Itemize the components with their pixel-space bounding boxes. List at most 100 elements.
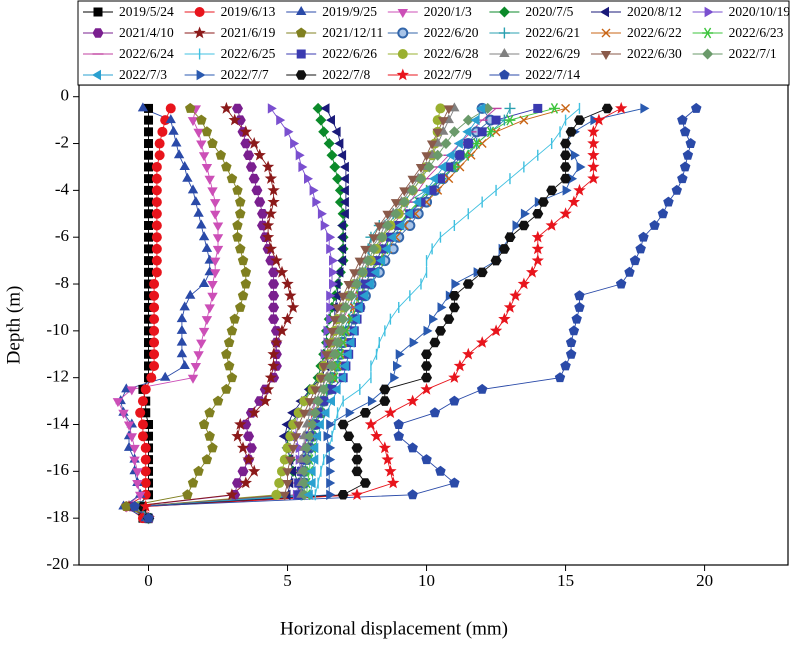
legend-marker bbox=[296, 27, 307, 38]
marker bbox=[587, 137, 600, 149]
marker bbox=[245, 443, 257, 453]
legend-marker bbox=[600, 51, 612, 60]
marker bbox=[226, 173, 238, 184]
marker bbox=[129, 444, 140, 454]
legend-marker bbox=[196, 69, 206, 81]
marker bbox=[179, 360, 190, 369]
marker bbox=[201, 242, 213, 252]
x-tick-label: 10 bbox=[418, 571, 435, 590]
marker bbox=[144, 291, 154, 301]
marker bbox=[193, 465, 204, 476]
marker bbox=[421, 349, 432, 359]
legend-marker bbox=[702, 27, 714, 39]
marker bbox=[406, 394, 419, 407]
marker bbox=[504, 114, 516, 126]
marker bbox=[276, 114, 286, 126]
marker bbox=[301, 442, 313, 454]
marker bbox=[561, 103, 571, 113]
marker bbox=[229, 313, 240, 324]
marker bbox=[144, 420, 154, 430]
marker bbox=[299, 409, 310, 419]
marker bbox=[240, 266, 252, 277]
y-tick-label: -16 bbox=[46, 460, 69, 479]
marker bbox=[326, 314, 336, 325]
marker bbox=[437, 302, 447, 313]
legend-marker bbox=[93, 7, 103, 17]
marker bbox=[287, 444, 299, 454]
marker bbox=[560, 162, 572, 172]
marker bbox=[267, 359, 280, 372]
marker bbox=[346, 290, 357, 302]
marker bbox=[151, 220, 162, 231]
marker bbox=[443, 314, 455, 324]
marker bbox=[640, 103, 650, 114]
marker bbox=[257, 209, 268, 219]
marker bbox=[307, 419, 319, 430]
marker bbox=[193, 128, 204, 138]
marker bbox=[455, 162, 465, 172]
legend-label: 2022/6/29 bbox=[525, 46, 580, 61]
marker bbox=[368, 243, 380, 255]
legend-label: 2022/6/21 bbox=[525, 25, 580, 40]
marker bbox=[326, 466, 336, 477]
marker bbox=[235, 196, 246, 207]
marker bbox=[337, 150, 347, 161]
marker bbox=[409, 337, 419, 348]
marker bbox=[390, 208, 402, 220]
marker bbox=[179, 301, 190, 311]
legend-label: 2022/7/14 bbox=[525, 67, 580, 82]
x-axis-title: Horizonal displacement (mm) bbox=[280, 618, 508, 639]
marker bbox=[310, 386, 321, 396]
marker bbox=[176, 336, 188, 346]
marker bbox=[190, 363, 201, 372]
marker bbox=[426, 140, 438, 150]
legend-marker bbox=[397, 27, 409, 39]
series-line bbox=[145, 108, 622, 519]
marker bbox=[140, 478, 151, 489]
marker bbox=[421, 152, 432, 162]
legend-marker bbox=[702, 48, 714, 60]
marker bbox=[359, 290, 369, 301]
marker bbox=[329, 316, 340, 326]
marker bbox=[151, 197, 162, 208]
legend-marker bbox=[499, 48, 510, 57]
legend-label: 2022/6/28 bbox=[424, 46, 479, 61]
marker bbox=[370, 429, 383, 442]
marker bbox=[309, 454, 319, 465]
marker bbox=[279, 491, 290, 501]
marker bbox=[221, 348, 232, 359]
marker bbox=[337, 313, 349, 325]
marker bbox=[332, 304, 343, 314]
marker bbox=[144, 103, 154, 113]
marker bbox=[370, 267, 380, 278]
marker bbox=[364, 278, 374, 290]
marker bbox=[320, 103, 330, 114]
marker bbox=[448, 302, 460, 313]
marker bbox=[254, 197, 266, 207]
marker bbox=[518, 220, 530, 231]
marker bbox=[198, 278, 210, 287]
marker bbox=[323, 325, 333, 336]
marker bbox=[337, 372, 347, 383]
marker bbox=[212, 245, 224, 255]
marker bbox=[429, 407, 441, 418]
x-tick-label: 0 bbox=[144, 571, 153, 590]
marker bbox=[221, 383, 232, 394]
marker bbox=[429, 314, 439, 325]
marker bbox=[453, 138, 463, 149]
marker bbox=[462, 279, 474, 289]
marker bbox=[314, 419, 324, 430]
marker bbox=[140, 442, 151, 453]
marker bbox=[160, 371, 171, 381]
marker bbox=[360, 245, 371, 255]
legend-marker bbox=[194, 7, 205, 17]
marker bbox=[151, 185, 162, 196]
marker bbox=[198, 419, 210, 429]
marker bbox=[448, 291, 460, 301]
marker bbox=[649, 220, 660, 230]
legend-label: 2022/6/25 bbox=[221, 46, 276, 61]
marker bbox=[284, 289, 297, 301]
marker bbox=[212, 234, 224, 244]
marker bbox=[248, 464, 261, 477]
marker bbox=[239, 476, 252, 489]
